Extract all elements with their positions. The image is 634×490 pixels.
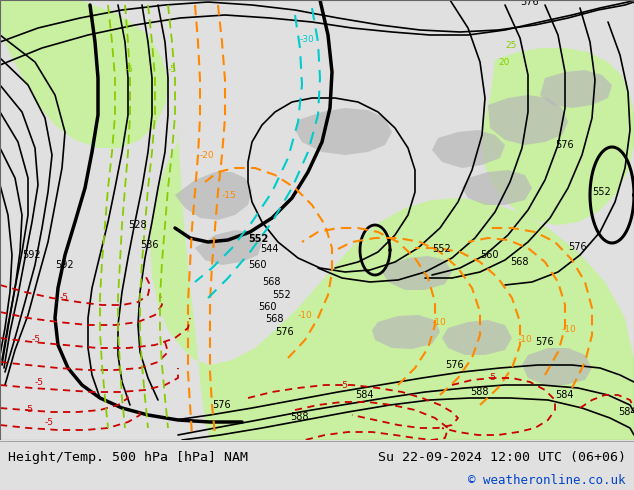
- Text: -5: -5: [168, 65, 177, 74]
- Polygon shape: [442, 320, 512, 355]
- Polygon shape: [432, 130, 505, 168]
- Text: 576: 576: [445, 360, 463, 370]
- Text: 588: 588: [470, 387, 489, 397]
- Text: -5: -5: [125, 65, 134, 74]
- Text: 576: 576: [535, 337, 553, 347]
- Text: -10: -10: [518, 335, 533, 344]
- Polygon shape: [462, 170, 532, 205]
- Polygon shape: [0, 0, 168, 148]
- Text: 552: 552: [432, 244, 451, 254]
- Text: -20: -20: [200, 151, 215, 160]
- Text: 576: 576: [275, 327, 294, 337]
- Text: Su 22-09-2024 12:00 UTC (06+06): Su 22-09-2024 12:00 UTC (06+06): [378, 450, 626, 464]
- Text: 584: 584: [355, 390, 373, 400]
- Text: -5: -5: [25, 405, 34, 414]
- Polygon shape: [522, 348, 592, 385]
- Text: -10: -10: [298, 311, 313, 320]
- Text: 568: 568: [510, 257, 529, 267]
- Text: 552: 552: [248, 234, 268, 244]
- Text: 592: 592: [22, 250, 41, 260]
- Text: 588: 588: [290, 412, 309, 422]
- Polygon shape: [150, 128, 634, 440]
- Text: -5: -5: [32, 335, 41, 344]
- Text: -5: -5: [488, 373, 497, 382]
- Text: -5: -5: [60, 293, 69, 302]
- Text: 584: 584: [555, 390, 574, 400]
- Polygon shape: [482, 48, 634, 225]
- Text: 576: 576: [555, 140, 574, 150]
- Text: 552: 552: [272, 290, 291, 300]
- Polygon shape: [372, 315, 440, 349]
- Text: 536: 536: [140, 240, 158, 250]
- Polygon shape: [540, 70, 612, 108]
- Text: © weatheronline.co.uk: © weatheronline.co.uk: [469, 473, 626, 487]
- Text: -10: -10: [432, 318, 447, 327]
- Text: 576: 576: [212, 400, 231, 410]
- Text: 528: 528: [128, 220, 146, 230]
- Polygon shape: [488, 95, 568, 145]
- Text: -5: -5: [45, 418, 54, 427]
- Text: 25: 25: [505, 41, 516, 50]
- Text: 560: 560: [480, 250, 498, 260]
- Text: Height/Temp. 500 hPa [hPa] NAM: Height/Temp. 500 hPa [hPa] NAM: [8, 450, 248, 464]
- Polygon shape: [382, 256, 452, 290]
- Text: 544: 544: [260, 244, 278, 254]
- Text: -10: -10: [562, 325, 577, 334]
- Text: 560: 560: [248, 260, 266, 270]
- Text: 568: 568: [262, 277, 280, 287]
- Polygon shape: [295, 108, 392, 155]
- Text: -5: -5: [340, 381, 349, 390]
- Text: 552: 552: [592, 187, 611, 197]
- Text: -15: -15: [222, 191, 236, 200]
- Text: 20: 20: [498, 58, 509, 67]
- Polygon shape: [195, 230, 262, 265]
- Text: 592: 592: [55, 260, 74, 270]
- Text: -5: -5: [35, 378, 44, 387]
- Polygon shape: [175, 172, 252, 220]
- Text: 576: 576: [568, 242, 586, 252]
- Text: 584: 584: [618, 407, 634, 417]
- Text: -30: -30: [300, 35, 314, 44]
- Text: 576: 576: [520, 0, 539, 7]
- Text: 560: 560: [258, 302, 276, 312]
- Text: 568: 568: [265, 314, 283, 324]
